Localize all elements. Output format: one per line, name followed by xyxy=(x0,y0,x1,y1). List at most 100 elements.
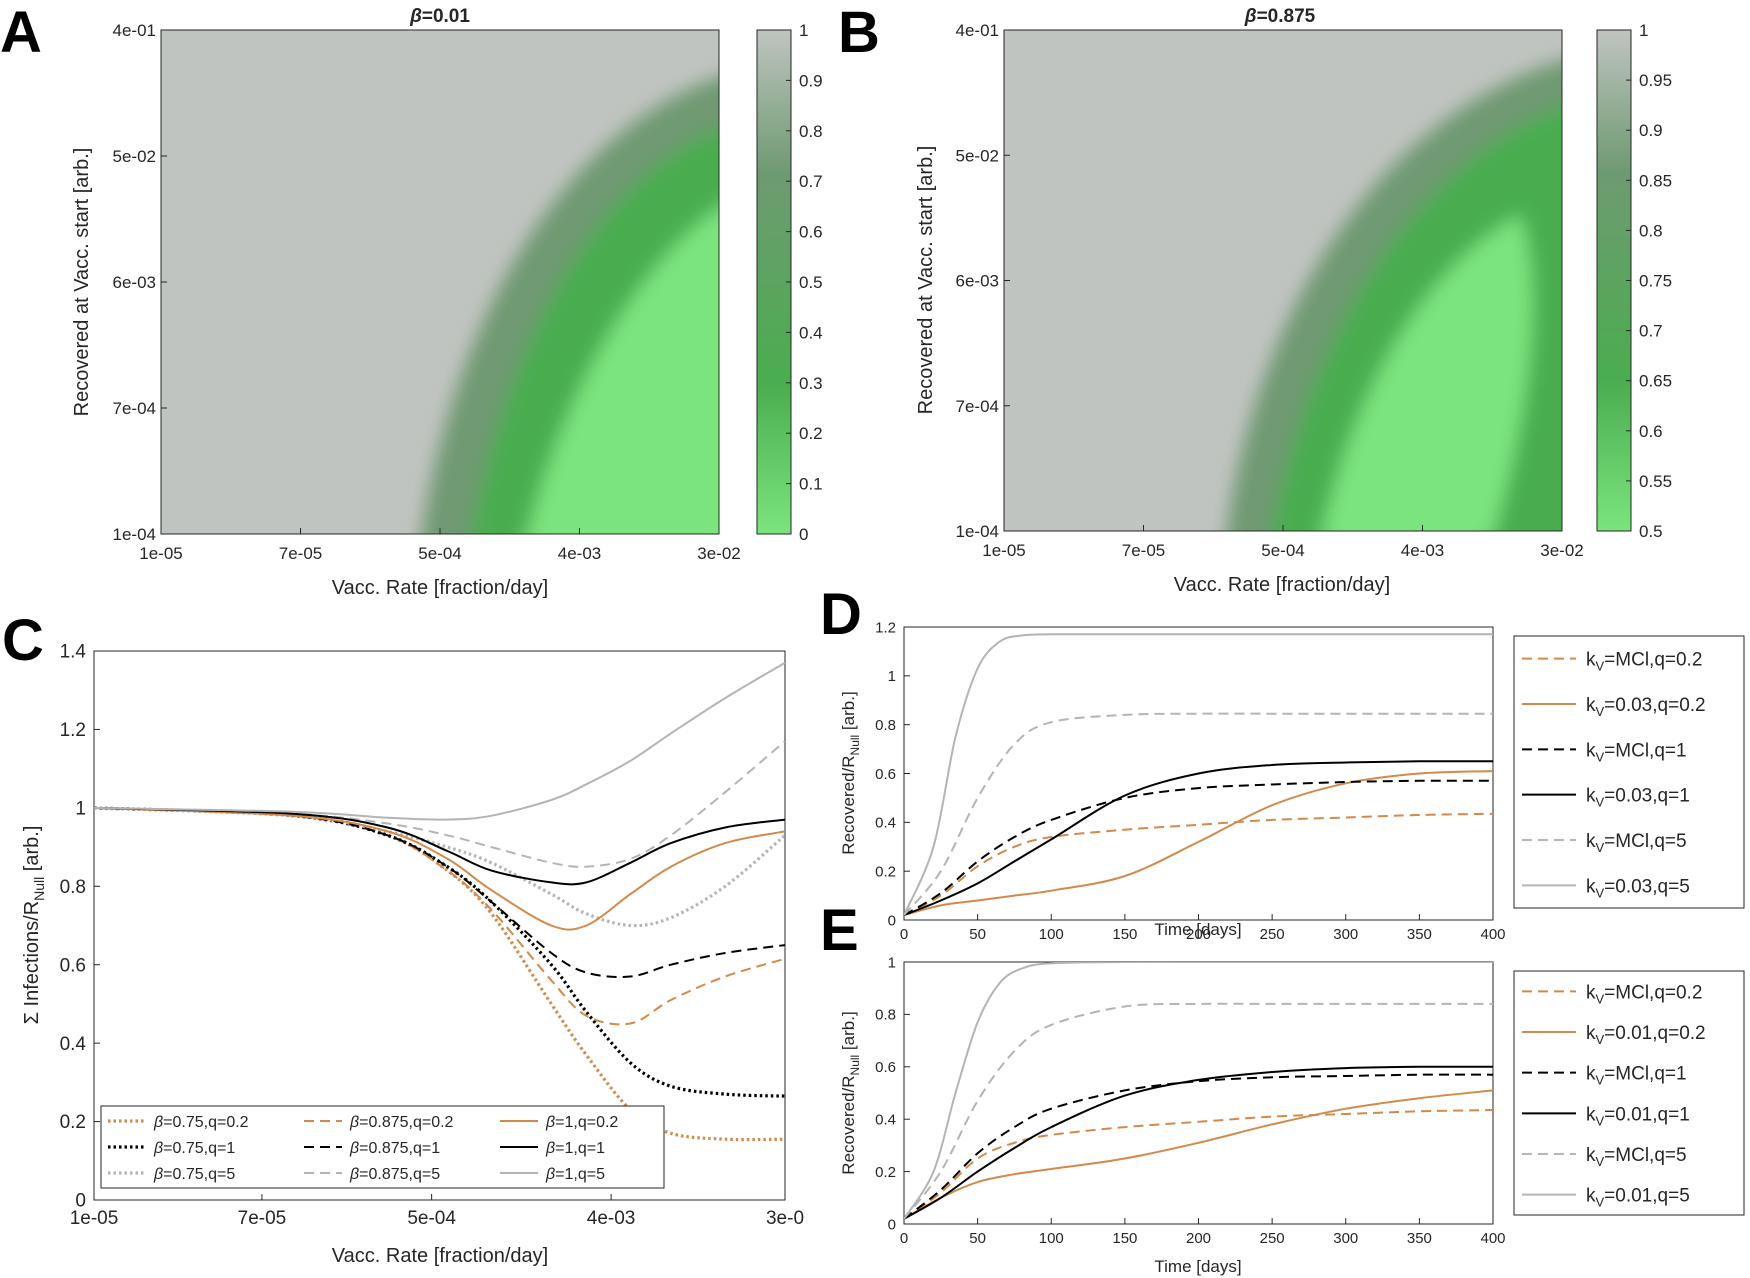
colorbar-tick-label: 1 xyxy=(1639,21,1648,40)
heatmap-a-title: β=0.01 xyxy=(409,6,470,27)
series-line-2 xyxy=(904,779,1493,916)
plot-d-axes: 0 50 100 150 200 250 300 350 400 0 0.2 0.4 0.6 0.8 1 1.… xyxy=(875,619,1505,943)
plot-e-axes: 0 50 100 150 200 250 300 350 400 0 0.2 0.4 0.6 0.8 1 xyxy=(875,954,1505,1247)
colorbar-tick-label: 0.65 xyxy=(1639,372,1672,391)
heatmap-b-field xyxy=(1004,30,1562,531)
heatmap-b-axes: 1e-05 7e-05 5e-04 4e-03 3e-02 1e-04 7e-04 6e-03… xyxy=(956,21,1584,560)
y-tick-label: 0 xyxy=(888,912,896,929)
plot-e-ylabel: Recovered/RNull [arb.] xyxy=(839,1011,862,1174)
colorbar-tick-label: 0.6 xyxy=(799,223,823,242)
legend-entry-label: kV=0.03,q=5 xyxy=(1586,876,1690,900)
y-tick-label: 0.6 xyxy=(875,766,896,783)
x-tick-label: 5e-04 xyxy=(418,544,461,563)
y-tick-label: 1 xyxy=(75,799,86,820)
x-tick-label: 400 xyxy=(1480,1230,1505,1247)
colorbar-b-ticks: 0.5 0.55 0.6 0.65 0.7 0.75 0.8 0.85 0.9 0.95 1 xyxy=(1626,21,1672,541)
x-tick-label: 0 xyxy=(900,926,908,943)
colorbar-tick-label: 0.2 xyxy=(799,424,823,443)
y-tick-label: 0.6 xyxy=(875,1059,896,1076)
x-tick-label: 250 xyxy=(1260,1230,1285,1247)
colorbar-tick-label: 0.5 xyxy=(799,273,823,292)
legend-box xyxy=(1513,970,1745,1216)
x-tick-label: 150 xyxy=(1112,926,1137,943)
x-tick-label: 200 xyxy=(1186,926,1211,943)
legend-entry-label: kV=MCl,q=5 xyxy=(1586,1145,1687,1169)
colorbar-a xyxy=(756,29,792,535)
series-line-5 xyxy=(904,633,1493,916)
plot-c-axes: 1e-05 7e-05 5e-04 4e-03 3e-0 0 0.2 0.4 0.6 0.8 1 1.… xyxy=(60,642,804,1229)
y-tick-label: 7e-04 xyxy=(113,399,156,418)
heatmap-a xyxy=(160,29,720,535)
heatmap-a-axes: 1e-05 7e-05 5e-04 4e-03 3e-02 1e-04 7e-04 6e-03… xyxy=(113,21,741,563)
y-tick-label: 0 xyxy=(888,1216,896,1233)
y-tick-label: 1 xyxy=(888,668,896,685)
x-tick-label: 4e-03 xyxy=(1401,541,1444,560)
legend-entry-label: kV=0.01,q=5 xyxy=(1586,1186,1690,1210)
heatmap-b xyxy=(1003,29,1563,532)
colorbar-tick-label: 0.1 xyxy=(799,475,823,494)
x-tick-label: 1e-05 xyxy=(982,541,1025,560)
y-tick-label: 6e-03 xyxy=(956,272,999,291)
series-line-5 xyxy=(904,962,1493,1220)
y-tick-label: 0.8 xyxy=(60,877,86,898)
legend-entry-label: kV=0.03,q=0.2 xyxy=(1586,695,1706,719)
colorbar-tick-label: 0.5 xyxy=(1639,522,1663,541)
legend-entry-label: β=0.875,q=0.2 xyxy=(349,1114,454,1131)
panel-label-a: A xyxy=(0,0,42,65)
panel-label-c: C xyxy=(2,608,44,673)
series-line-8 xyxy=(94,661,785,821)
legend-entry-label: kV=MCl,q=1 xyxy=(1586,1064,1687,1088)
colorbar-tick-label: 0.7 xyxy=(1639,322,1663,341)
plot-d-legend: kV=MCl,q=0.2 kV=0.03,q=0.2 kV=MCl,q=1 kV=0.… xyxy=(1513,635,1745,909)
x-tick-label: 1e-05 xyxy=(70,1208,119,1229)
plot-e-legend: kV=MCl,q=0.2 kV=0.01,q=0.2 kV=MCl,q=1 kV=0.… xyxy=(1513,970,1745,1216)
heatmap-a-xlabel: Vacc. Rate [fraction/day] xyxy=(332,577,548,599)
colorbar-tick-label: 0.55 xyxy=(1639,472,1672,491)
x-tick-label: 100 xyxy=(1039,1230,1064,1247)
colorbar-tick-label: 0.3 xyxy=(799,374,823,393)
heatmap-a-field xyxy=(161,30,719,534)
colorbar-tick-label: 0.9 xyxy=(799,71,823,90)
x-tick-label: 300 xyxy=(1333,926,1358,943)
panel-label-e: E xyxy=(820,898,859,963)
x-tick-label: 100 xyxy=(1039,926,1064,943)
colorbar-tick-label: 0.6 xyxy=(1639,422,1663,441)
y-tick-label: 0.8 xyxy=(875,717,896,734)
legend-entry-label: β=0.75,q=1 xyxy=(153,1140,235,1157)
legend-entry-label: kV=MCl,q=0.2 xyxy=(1586,650,1702,674)
y-tick-label: 1.2 xyxy=(875,619,896,636)
legend-entry-label: β=0.75,q=5 xyxy=(153,1166,235,1183)
y-tick-label: 0.4 xyxy=(875,815,896,832)
y-tick-label: 1.4 xyxy=(60,642,87,663)
x-tick-label: 350 xyxy=(1407,1230,1432,1247)
heatmap-b-ylabel: Recovered at Vacc. start [arb.] xyxy=(915,146,937,415)
heatmap-b-xlabel: Vacc. Rate [fraction/day] xyxy=(1174,574,1390,596)
x-tick-label: 50 xyxy=(969,1230,986,1247)
colorbar-b xyxy=(1596,29,1632,532)
series-line-0 xyxy=(904,1109,1493,1220)
plot-d-series xyxy=(904,633,1493,917)
colorbar-tick-label: 0.9 xyxy=(1639,121,1663,140)
legend-entry-label: β=1,q=5 xyxy=(545,1166,605,1183)
colorbar-tick-label: 1 xyxy=(799,21,808,40)
x-tick-label: 7e-05 xyxy=(1122,541,1165,560)
x-tick-label: 4e-03 xyxy=(587,1208,636,1229)
y-tick-label: 0.4 xyxy=(875,1111,896,1128)
legend-entry-label: β=1,q=0.2 xyxy=(545,1114,618,1131)
y-tick-label: 0.2 xyxy=(875,1164,896,1181)
series-line-4 xyxy=(904,712,1493,916)
plot-c-xlabel: Vacc. Rate [fraction/day] xyxy=(332,1245,548,1267)
colorbar-tick-label: 0.8 xyxy=(799,122,823,141)
y-tick-label: 1 xyxy=(888,954,896,971)
x-tick-label: 400 xyxy=(1480,926,1505,943)
colorbar-tick-label: 0.95 xyxy=(1639,71,1672,90)
colorbar-tick-label: 0.7 xyxy=(799,172,823,191)
x-tick-label: 3e-0 xyxy=(766,1208,804,1229)
plot-d-xlabel: Time [days] xyxy=(1154,920,1241,939)
x-tick-label: 250 xyxy=(1260,926,1285,943)
legend-box xyxy=(1513,635,1745,909)
series-line-1 xyxy=(904,770,1493,917)
series-line-4 xyxy=(904,1002,1493,1220)
plot-c-series xyxy=(94,661,785,1142)
colorbar-tick-label: 0.85 xyxy=(1639,171,1672,190)
